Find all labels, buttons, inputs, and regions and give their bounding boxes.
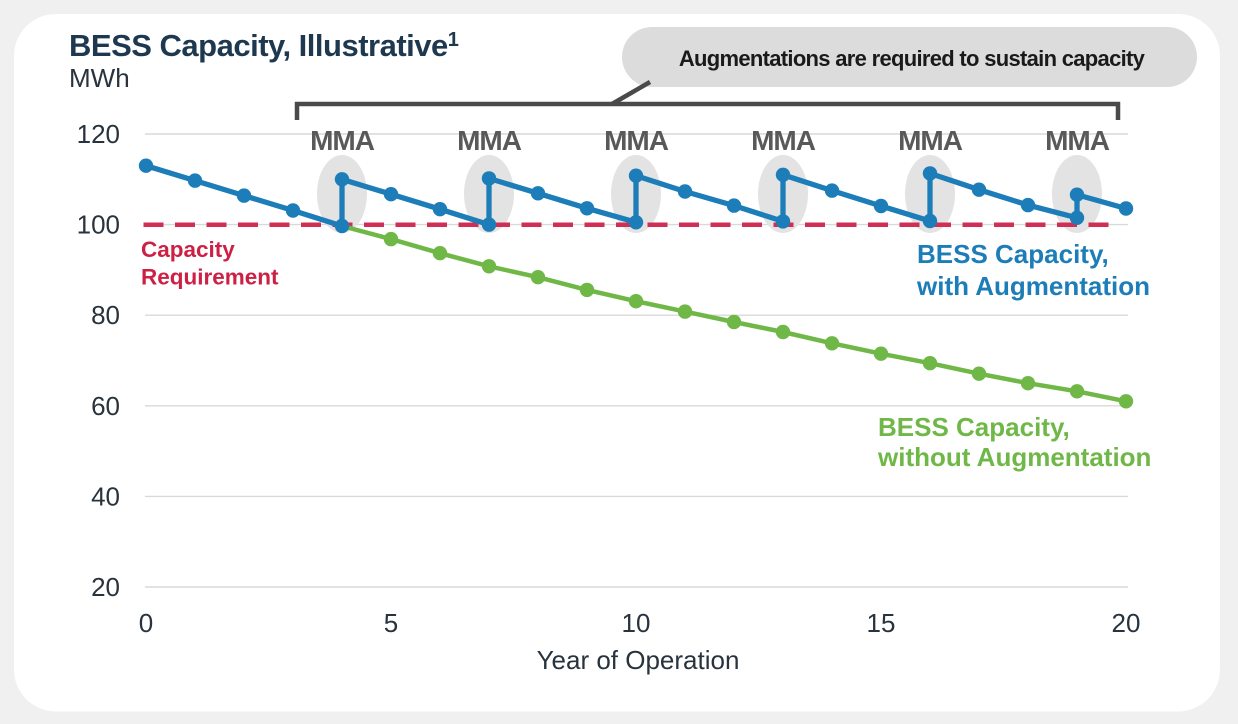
svg-text:MMA: MMA [751,125,816,156]
svg-text:Augmentations are required to: Augmentations are required to sustain ca… [679,46,1146,71]
svg-text:with Augmentation: with Augmentation [916,271,1150,301]
svg-text:BESS Capacity,: BESS Capacity, [878,412,1070,442]
svg-text:60: 60 [91,391,120,421]
svg-text:40: 40 [91,481,120,511]
svg-text:MMA: MMA [457,125,522,156]
svg-text:0: 0 [139,608,153,638]
svg-text:MMA: MMA [310,125,375,156]
svg-text:120: 120 [77,119,120,149]
svg-text:MMA: MMA [1045,125,1110,156]
svg-text:MMA: MMA [604,125,669,156]
svg-text:BESS Capacity, Illustrative1: BESS Capacity, Illustrative1 [69,28,459,63]
svg-text:15: 15 [867,608,896,638]
svg-text:BESS Capacity,: BESS Capacity, [917,239,1109,269]
svg-text:Year of Operation: Year of Operation [537,645,740,675]
svg-text:MMA: MMA [898,125,963,156]
svg-text:MWh: MWh [69,63,130,93]
svg-text:20: 20 [91,572,120,602]
svg-text:10: 10 [622,608,651,638]
svg-text:Requirement: Requirement [141,265,279,290]
svg-text:20: 20 [1112,608,1141,638]
svg-text:100: 100 [77,210,120,240]
svg-text:without Augmentation: without Augmentation [877,442,1151,472]
svg-text:80: 80 [91,300,120,330]
svg-text:Capacity: Capacity [141,237,235,262]
svg-text:5: 5 [384,608,398,638]
